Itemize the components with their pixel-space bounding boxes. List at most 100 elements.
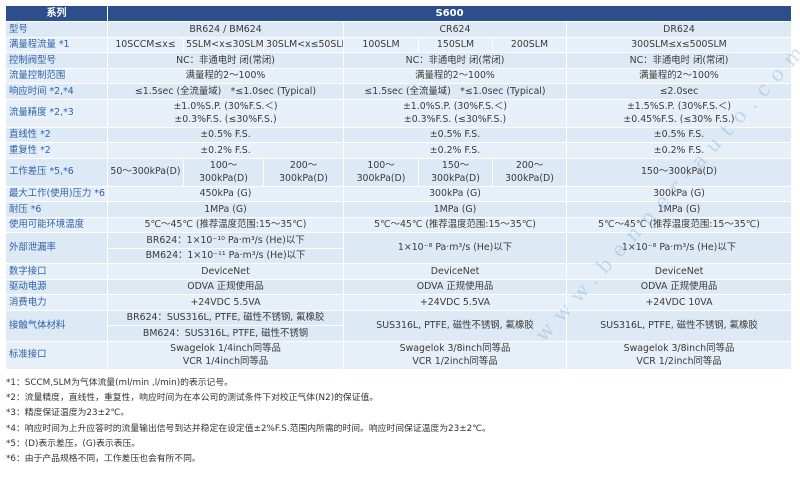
series-value: S600 xyxy=(107,5,792,22)
row-label: 流量控制范围 xyxy=(5,67,108,84)
spec-table: 系列 S600 型号 BR624 / BM624 CR624 DR624 满量程流量 *… xyxy=(5,5,792,370)
dr624-cell: 1MPa (G) xyxy=(566,201,792,218)
row-label: 驱动电源 xyxy=(5,278,108,295)
cr624-cell: 150SLM xyxy=(418,36,493,53)
cr624-cell: 1×10⁻⁸ Pa·m³/s (He)以下 xyxy=(343,232,567,264)
table-row: 驱动电源 ODVA 正规使用品 ODVA 正规使用品 ODVA 正规使用品 xyxy=(5,278,792,295)
br624-cell: NC：非通电时 闭(常闭) xyxy=(107,52,344,69)
row-label: 响应时间 *2,*4 xyxy=(5,83,108,100)
row-label: 消费电力 xyxy=(5,294,108,311)
table-subrow: BM624：SUS316L, PTFE, 磁性不锈钢 xyxy=(6,325,792,342)
table-row: 控制阀型号 NC：非通电时 闭(常闭) NC：非通电时 闭(常闭) NC：非通电时 闭… xyxy=(5,52,792,69)
cr624-cell: ≤1.5sec (全流量域) *≤1.0sec (Typical) xyxy=(343,83,567,100)
footnotes: *1：SCCM,SLM为气体流量(ml/min ,l/min)的表示记号。 *2：… xyxy=(6,376,491,467)
table-row: 型号 BR624 / BM624 CR624 DR624 xyxy=(5,21,792,38)
br624-cell: 10SCCM≤x≤ xyxy=(107,36,184,53)
table-row: 重复性 *2 ±0.2% F.S. ±0.2% F.S. ±0.2% F.S. xyxy=(5,142,792,159)
dr624-cell: DeviceNet xyxy=(566,263,792,280)
br624-cell: ±1.0%S.P. (30%F.S.＜) ±0.3%F.S. (≤30%F.S.… xyxy=(107,98,344,128)
row-label: 接触气体材料 xyxy=(5,309,108,342)
br624-cell: ±0.2% F.S. xyxy=(107,142,344,159)
table-row: 直线性 *2 ±0.5% F.S. ±0.5% F.S. ±0.5% F.S. xyxy=(5,126,792,143)
row-label: 控制阀型号 xyxy=(5,52,108,69)
br624-cell: BR624 / BM624 xyxy=(107,21,344,38)
br624-cell: BR624：SUS316L, PTFE, 磁性不锈钢, 氟橡胶 xyxy=(107,309,344,326)
row-label: 直线性 *2 xyxy=(5,126,108,143)
row-label: 数字接口 xyxy=(5,263,108,280)
cr624-cell: ODVA 正规使用品 xyxy=(343,278,567,295)
cr624-cell: +24VDC 5.5VA xyxy=(343,294,567,311)
cr624-cell: 200SLM xyxy=(492,36,567,53)
row-label: 标准接口 xyxy=(5,340,108,370)
table-row: 消费电力 +24VDC 5.5VA +24VDC 5.5VA +24VDC 10VA xyxy=(5,294,792,311)
br624-cell: 5SLM<x≤30SLM xyxy=(183,36,264,53)
row-label: 工作差压 *5,*6 xyxy=(5,157,108,187)
table-row: 最大工作(使用)压力 *6 450kPa (G) 300kPa (G) 300kPa … xyxy=(5,185,792,202)
dr624-cell: 1×10⁻⁸ Pa·m³/s (He)以下 xyxy=(566,232,792,264)
br624-cell: 50～300kPa(D) xyxy=(107,157,184,187)
dr624-cell: 5℃～45℃ (推荐温度范围:15～35℃) xyxy=(566,216,792,233)
cr624-cell: 100～300kPa(D) xyxy=(343,157,419,187)
row-label: 重复性 *2 xyxy=(5,142,108,159)
br624-cell: 5℃～45℃ (推荐温度范围:15～35℃) xyxy=(107,216,344,233)
br624-cell: 450kPa (G) xyxy=(107,185,344,202)
br624-cell: DeviceNet xyxy=(107,263,344,280)
table-header-row: 系列 S600 xyxy=(5,5,792,22)
cr624-cell: NC：非通电时 闭(常闭) xyxy=(343,52,567,69)
cr624-cell: CR624 xyxy=(343,21,567,38)
dr624-cell: ±0.2% F.S. xyxy=(566,142,792,159)
table-row: 耐压 *6 1MPa (G) 1MPa (G) 1MPa (G) xyxy=(5,201,792,218)
footnote: *5：(D)表示差压，(G)表示表压。 xyxy=(6,438,141,449)
br624-cell: ±0.5% F.S. xyxy=(107,126,344,143)
table-subrow: BM624：1×10⁻¹¹ Pa·m³/s (He)以下 xyxy=(6,247,792,264)
table-row: 流量精度 *2,*3 ±1.0%S.P. (30%F.S.＜) ±0.3%F.S.… xyxy=(5,98,792,128)
table-row: 工作差压 *5,*6 50～300kPa(D) 100～300kPa(D) 200～3… xyxy=(5,157,792,187)
dr624-cell: Swagelok 3/8inch同等品 VCR 1/2inch同等品 xyxy=(566,340,792,370)
cr624-cell: DeviceNet xyxy=(343,263,567,280)
table-row: 接触气体材料 BR624：SUS316L, PTFE, 磁性不锈钢, 氟橡胶 SUS… xyxy=(5,309,792,342)
cr624-cell: 满量程的2～100% xyxy=(343,67,567,84)
cr624-cell: 300kPa (G) xyxy=(343,185,567,202)
cr624-cell: ±0.2% F.S. xyxy=(343,142,567,159)
cr624-cell: ±1.0%S.P. (30%F.S.＜) ±0.3%F.S. (≤30%F.S.… xyxy=(343,98,567,128)
dr624-cell: SUS316L, PTFE, 磁性不锈钢, 氟橡胶 xyxy=(566,309,792,342)
table-row: 标准接口 Swagelok 1/4inch同等品 VCR 1/4inch同等品 Sw… xyxy=(5,340,792,370)
cr624-cell: 100SLM xyxy=(343,36,419,53)
table-row: 满量程流量 *1 10SCCM≤x≤ 5SLM<x≤30SLM 30SLM<x≤50S… xyxy=(5,36,792,53)
row-label: 耐压 *6 xyxy=(5,201,108,218)
br624-cell: ODVA 正规使用品 xyxy=(107,278,344,295)
br624-cell: 30SLM<x≤50SLM xyxy=(263,36,344,53)
dr624-cell: NC：非通电时 闭(常闭) xyxy=(566,52,792,69)
cr624-cell: 150～300kPa(D) xyxy=(418,157,493,187)
br624-cell: 满量程的2～100% xyxy=(107,67,344,84)
dr624-cell: 300SLM≤x≤500SLM xyxy=(566,36,792,53)
dr624-cell: DR624 xyxy=(566,21,792,38)
footnote: *1：SCCM,SLM为气体流量(ml/min ,l/min)的表示记号。 xyxy=(6,378,233,388)
bm624-cell: BM624：SUS316L, PTFE, 磁性不锈钢 xyxy=(107,325,344,342)
row-label: 最大工作(使用)压力 *6 xyxy=(5,185,108,202)
cr624-cell: 1MPa (G) xyxy=(343,201,567,218)
cr624-cell: Swagelok 3/8inch同等品 VCR 1/2inch同等品 xyxy=(343,340,567,370)
br624-cell: 200～300kPa(D) xyxy=(263,157,344,187)
table-row: 数字接口 DeviceNet DeviceNet DeviceNet xyxy=(5,263,792,280)
footnote: *3：精度保证温度为23±2℃。 xyxy=(6,408,130,419)
table-row: 外部泄漏率 BR624：1×10⁻¹⁰ Pa·m³/s (He)以下 1×10⁻⁸ … xyxy=(5,232,792,264)
series-label: 系列 xyxy=(5,5,108,22)
dr624-cell: ±1.5%S.P. (30%F.S.＜) ±0.45%F.S. (≤30% F.… xyxy=(566,98,792,128)
br624-cell: 1MPa (G) xyxy=(107,201,344,218)
table-row: 使用可能环境温度 5℃～45℃ (推荐温度范围:15～35℃) 5℃～45℃ (推荐… xyxy=(5,216,792,233)
br624-cell: +24VDC 5.5VA xyxy=(107,294,344,311)
row-label: 满量程流量 *1 xyxy=(5,36,108,53)
row-label: 流量精度 *2,*3 xyxy=(5,98,108,128)
footnote: *6：由于产品规格不同，工作差压也会有所不同。 xyxy=(6,454,201,465)
dr624-cell: ≤2.0sec xyxy=(566,83,792,100)
row-label: 使用可能环境温度 xyxy=(5,216,108,233)
row-label: 外部泄漏率 xyxy=(5,232,108,264)
table-row: 响应时间 *2,*4 ≤1.5sec (全流量域) *≤1.0sec (Typic… xyxy=(5,83,792,100)
cr624-cell: 200～300kPa(D) xyxy=(492,157,567,187)
dr624-cell: 150～300kPa(D) xyxy=(566,157,792,187)
br624-cell: BR624：1×10⁻¹⁰ Pa·m³/s (He)以下 xyxy=(107,232,344,249)
footnote: *2：流量精度，直线性，重复性，响应时间为在本公司的测试条件下对校正气体(N2)… xyxy=(6,393,379,404)
bm624-cell: BM624：1×10⁻¹¹ Pa·m³/s (He)以下 xyxy=(107,247,344,264)
br624-cell: Swagelok 1/4inch同等品 VCR 1/4inch同等品 xyxy=(107,340,344,370)
